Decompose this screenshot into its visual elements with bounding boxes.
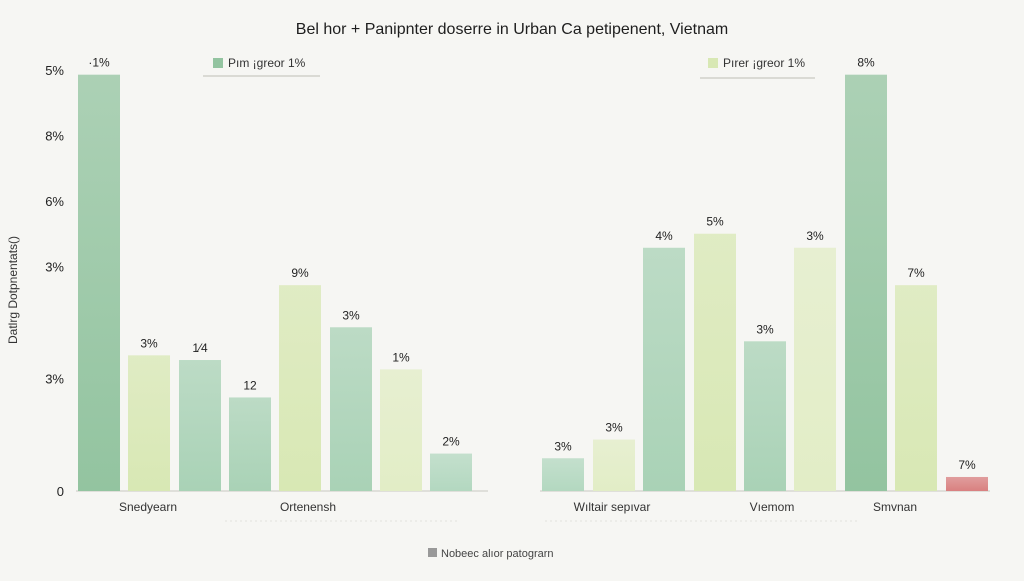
y-axis-label: Datlrg Dotpnentats() [6,236,20,344]
y-tick-label: 8% [45,128,64,143]
bar-value-label: 12 [243,378,257,392]
bar [895,285,937,491]
bar [78,74,120,491]
category-label: Vıemom [750,500,795,514]
bar [279,285,321,491]
legend: Pım ¡greor 1% Pırer ¡greor 1% [203,56,815,79]
x-axis: Snedyearn Ortenensh Wıltair sepıvar Vıemom S… [119,500,917,522]
bar [542,458,584,491]
bar-value-label: 7% [907,266,925,280]
y-tick-label: 5% [45,63,64,78]
bar-value-label: 3% [342,308,360,322]
category-label: Ortenensh [280,500,336,514]
bar-value-label: 3% [806,229,824,243]
bar [744,341,786,491]
y-tick-label: 6% [45,194,64,209]
bar [946,476,988,491]
footer-legend: Nobeec alıor patograrn [428,548,554,560]
legend-label: Pım ¡greor 1% [228,56,306,70]
bar-value-label: 3% [605,421,623,435]
bar [593,439,635,491]
bar-value-label: 5% [706,215,724,229]
bar [330,327,372,491]
legend-swatch [708,58,718,68]
bar [643,247,685,491]
bar [128,355,170,491]
bar-value-label: 2% [442,435,460,449]
y-tick-label: 3% [45,259,64,274]
category-label: Wıltair sepıvar [574,500,651,514]
legend-swatch [213,58,223,68]
bar-value-label: 1% [392,350,410,364]
bar-value-label: 3% [140,336,158,350]
bar-value-label: 8% [857,56,875,70]
bar-value-label: 4% [655,229,673,243]
bar [794,247,836,491]
bar [845,74,887,491]
legend-label: Pırer ¡greor 1% [723,56,805,70]
category-label: Snedyearn [119,500,177,514]
bar-series: ·1% 3% 1⁄4 12 9% 3% 1% 2% 3% 3% 4% 5% 3% 3% 8% 7% 7% [78,56,988,491]
bar-value-label: 3% [756,322,774,336]
footer-legend-label: Nobeec alıor patograrn [441,548,554,560]
bar-value-label: 1⁄4 [192,341,208,355]
bar-value-label: 9% [291,266,309,280]
bar [229,397,271,491]
footer-legend-swatch [428,548,437,557]
bar [694,233,736,491]
chart-title: Bel hor + Panipnter doserre in Urban Ca … [296,21,728,38]
bar-value-label: 3% [554,439,572,453]
y-tick-label: 3% [45,372,64,387]
category-label: Smvnan [873,500,917,514]
bar-value-label: 7% [958,458,976,472]
bar [380,369,422,491]
bar-value-label: ·1% [88,56,110,70]
bar [179,360,221,491]
y-tick-label: 0 [57,484,64,499]
bar [430,453,472,491]
